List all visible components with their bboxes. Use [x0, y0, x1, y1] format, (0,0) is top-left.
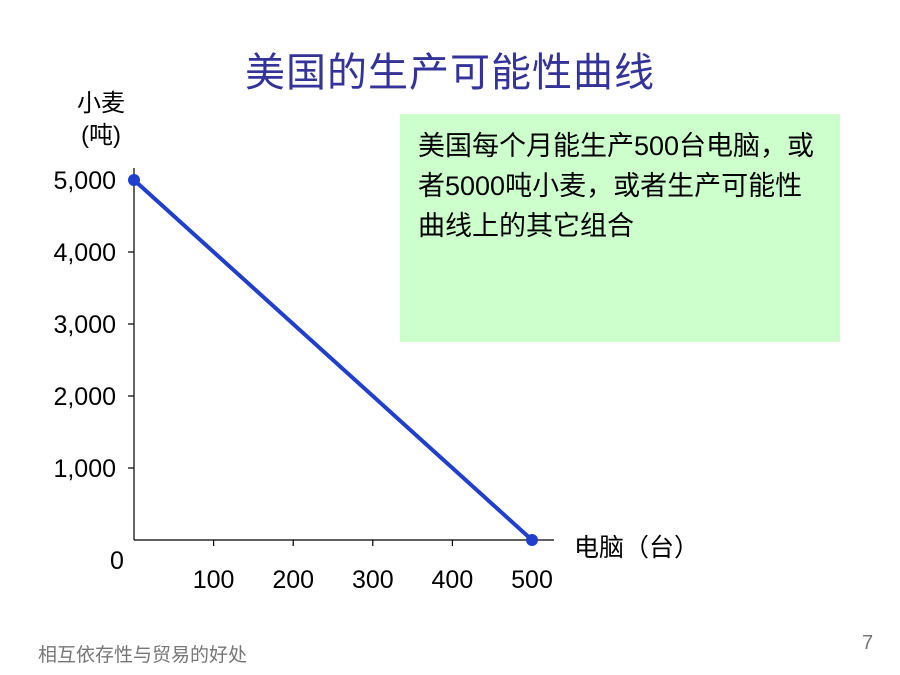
x-tick-label: 300: [352, 566, 394, 594]
y-axis-label: 小麦 (吨): [66, 88, 136, 152]
axes: [133, 168, 554, 541]
y-axis-label-line2: (吨): [81, 122, 121, 149]
y-tick-label: 4,000: [53, 239, 116, 267]
y-tick-label: 1,000: [53, 455, 116, 483]
ppf-line: [132, 178, 534, 542]
chart-title: 美国的生产可能性曲线: [245, 51, 655, 95]
y-tick-label: 5,000: [53, 167, 116, 195]
tick-labels: 1,000 2,000 3,000 4,000 5,000 100 200 300 400 500…: [53, 167, 552, 594]
footer-text: 相互依存性与贸易的好处: [38, 644, 248, 666]
y-tick-label: 3,000: [53, 311, 116, 339]
page-number: 7: [862, 632, 874, 654]
ppf-point: [526, 534, 538, 546]
x-tick-label: 200: [272, 566, 314, 594]
y-tick-label: 2,000: [53, 383, 116, 411]
ppf-point: [128, 174, 140, 186]
x-tick-label: 100: [193, 566, 235, 594]
note-box: 美国每个月能生产500台电脑，或者5000吨小麦，或者生产可能性曲线上的其它组合: [400, 114, 840, 342]
x-tick-label: 400: [432, 566, 474, 594]
origin-label: 0: [110, 547, 124, 575]
y-axis-label-line1: 小麦: [77, 90, 125, 117]
data-marks: [128, 174, 538, 546]
x-tick-label: 500: [511, 566, 553, 594]
x-axis-label: 电脑（台）: [574, 534, 700, 562]
